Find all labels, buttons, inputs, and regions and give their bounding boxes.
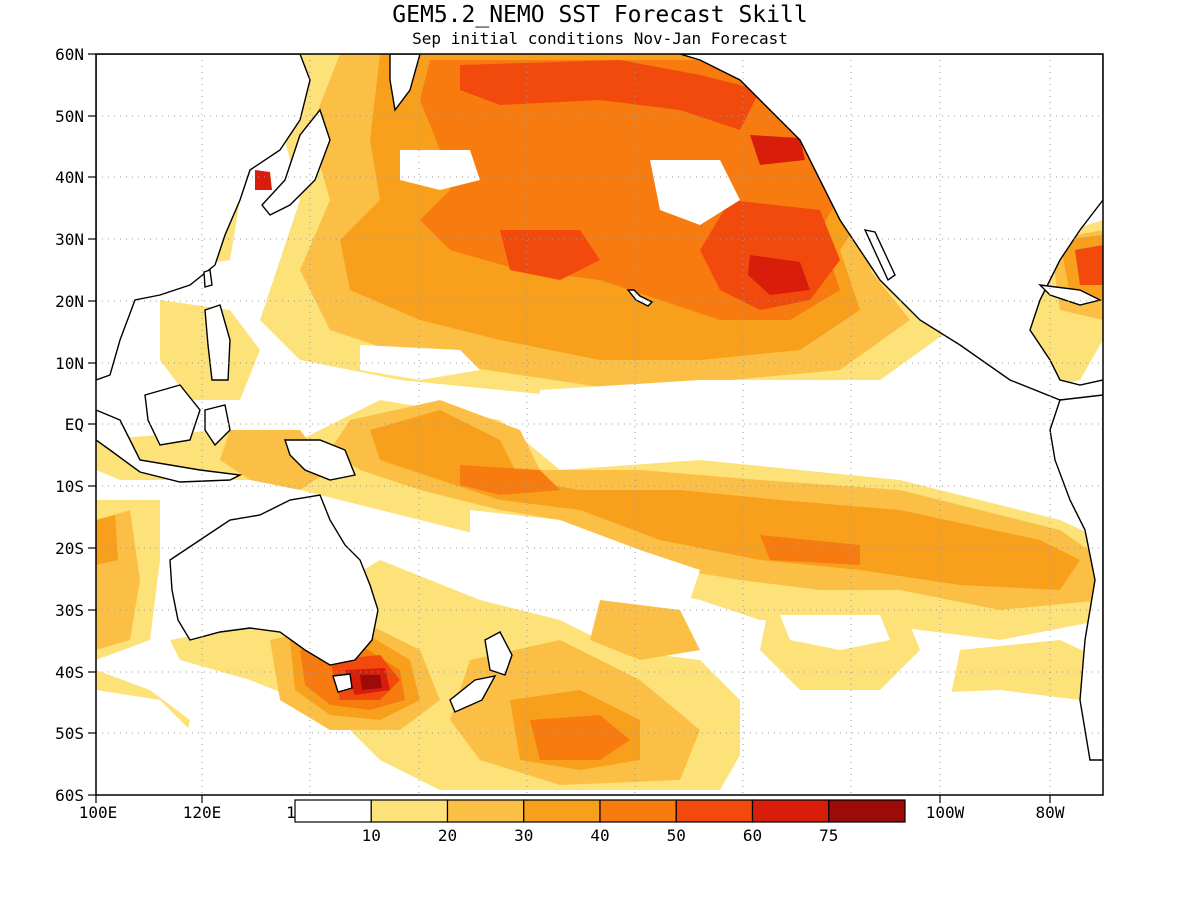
land-kamchatka xyxy=(389,54,421,112)
colorbar: 10 20 30 40 50 60 75 xyxy=(294,799,906,845)
lat-tick-label: 50N xyxy=(55,107,84,126)
lat-tick-label: 30S xyxy=(55,601,84,620)
lon-tick-label: 80W xyxy=(1036,803,1065,822)
colorbar-swatch xyxy=(828,799,906,823)
colorbar-label: 50 xyxy=(667,826,686,845)
colorbar-label: 40 xyxy=(590,826,609,845)
land-sumatra-java xyxy=(96,409,243,483)
lon-tick-label: 1 xyxy=(286,803,296,822)
lat-tick-label: 20N xyxy=(55,292,84,311)
lat-tick-label: 40N xyxy=(55,168,84,187)
lon-tick-label: 120E xyxy=(183,803,222,822)
land-new-guinea xyxy=(284,439,356,481)
skill-level-75 xyxy=(360,675,382,690)
map-title: GEM5.2_NEMO SST Forecast Skill xyxy=(392,2,807,28)
land-australia xyxy=(169,494,379,666)
colorbar-label: 20 xyxy=(438,826,457,845)
land-sulawesi xyxy=(204,404,231,447)
lon-tick-label: 100E xyxy=(79,803,118,822)
colorbar-swatch xyxy=(294,799,372,823)
lat-tick-label: 60N xyxy=(55,45,84,64)
colorbar-label: 60 xyxy=(743,826,762,845)
land-philippines xyxy=(204,304,231,381)
lon-tick-label: 100W xyxy=(926,803,965,822)
land-south-america xyxy=(1049,394,1103,761)
low-skill-areas xyxy=(96,150,1103,795)
lat-tick-label: 10N xyxy=(55,354,84,373)
lat-tick-marks xyxy=(88,53,96,796)
colorbar-swatch xyxy=(446,799,525,823)
lat-tick-label: 10S xyxy=(55,477,84,496)
land-masses xyxy=(96,54,1103,761)
colorbar-label: 75 xyxy=(819,826,838,845)
lat-tick-label: 20S xyxy=(55,539,84,558)
land-new-zealand-north xyxy=(484,631,513,676)
land-taiwan xyxy=(203,269,213,288)
colorbar-swatch xyxy=(599,799,677,823)
land-baja xyxy=(863,229,896,282)
colorbar-label: 30 xyxy=(514,826,533,845)
colorbar-swatch xyxy=(675,799,754,823)
land-hawaii xyxy=(626,289,654,307)
lat-tick-label: 60S xyxy=(55,786,84,805)
land-borneo xyxy=(144,384,201,446)
lon-tick-labels: 100E 120E 1 100W 80W xyxy=(79,803,1065,822)
lon-tick-marks xyxy=(95,795,1051,803)
land-cuba xyxy=(1038,284,1103,306)
colorbar-swatch xyxy=(523,799,601,823)
land-tasmania xyxy=(332,673,353,693)
lat-tick-label: EQ xyxy=(65,415,84,434)
lat-tick-labels: 60N 50N 40N 30N 20N 10N EQ 10S 20S 30S 4… xyxy=(55,45,84,805)
colorbar-label: 10 xyxy=(362,826,381,845)
colorbar-swatch xyxy=(370,799,449,823)
plot-area xyxy=(96,54,1103,795)
colorbar-swatch xyxy=(751,799,830,823)
land-japan xyxy=(261,108,331,216)
land-new-zealand-south xyxy=(449,675,497,713)
map-subtitle: Sep initial conditions Nov-Jan Forecast xyxy=(412,29,788,48)
lat-tick-label: 50S xyxy=(55,724,84,743)
lat-tick-label: 40S xyxy=(55,663,84,682)
lat-tick-label: 30N xyxy=(55,230,84,249)
land-asia-mainland xyxy=(96,54,311,381)
